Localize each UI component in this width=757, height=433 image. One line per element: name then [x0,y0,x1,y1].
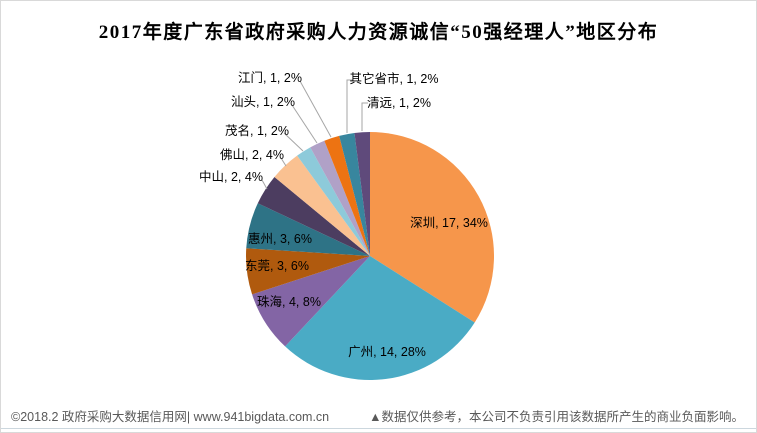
leader-line-zhongshan [261,179,268,190]
footer: ©2018.2 政府采购大数据信用网| www.941bigdata.com.c… [11,406,744,425]
slice-label-maoming: 茂名, 1, 2% [225,123,289,138]
slice-label-dongguan: 东莞, 3, 6% [245,258,309,273]
chart-title: 2017年度广东省政府采购人力资源诚信“50强经理人”地区分布 [98,22,659,43]
pie-slice-foshan [274,155,370,256]
pie-slice-other [339,132,370,256]
leader-line-shantou [291,104,318,144]
pie-slice-guangzhou [285,256,475,380]
pie-slice-jiangmen [324,135,370,256]
disclaimer-text: ▲数据仅供参考，本公司不负责引用该数据所产生的商业负面影响。 [369,410,744,424]
leader-line-other [346,79,353,133]
slice-label-shenzhen: 深圳, 17, 34% [410,215,488,230]
slice-label-zhuhai: 珠海, 4, 8% [257,294,321,309]
leader-line-qingyuan [361,102,368,131]
pie-slice-shenzhen [370,132,495,323]
slice-label-jiangmen: 江门, 1, 2% [238,70,302,85]
pie-slice-shantou [310,140,370,256]
slice-label-other: 其它省市, 1, 2% [349,71,439,86]
leader-line-jiangmen [299,80,332,138]
slice-label-zhongshan: 中山, 2, 4% [199,169,263,184]
pie-slices [245,132,495,380]
bottom-divider [1,428,756,429]
slice-label-guangzhou: 广州, 14, 28% [348,344,426,359]
leader-line-maoming [283,132,304,152]
slice-label-shantou: 汕头, 1, 2% [231,94,295,109]
leader-line-foshan [280,157,287,167]
pie-slice-dongguan [245,248,370,295]
slice-label-foshan: 佛山, 2, 4% [220,147,284,162]
pie-slice-huizhou [246,203,370,256]
copyright-text: ©2018.2 政府采购大数据信用网| www.941bigdata.com.c… [11,410,330,424]
pie-slice-zhongshan [257,176,370,256]
pie-slice-maoming [297,147,370,256]
leader-lines [261,79,368,190]
pie-slice-qingyuan [354,132,370,256]
pie-slice-zhuhai [252,256,370,347]
slice-label-qingyuan: 清远, 1, 2% [367,95,431,110]
slice-label-huizhou: 惠州, 3, 6% [248,231,312,246]
